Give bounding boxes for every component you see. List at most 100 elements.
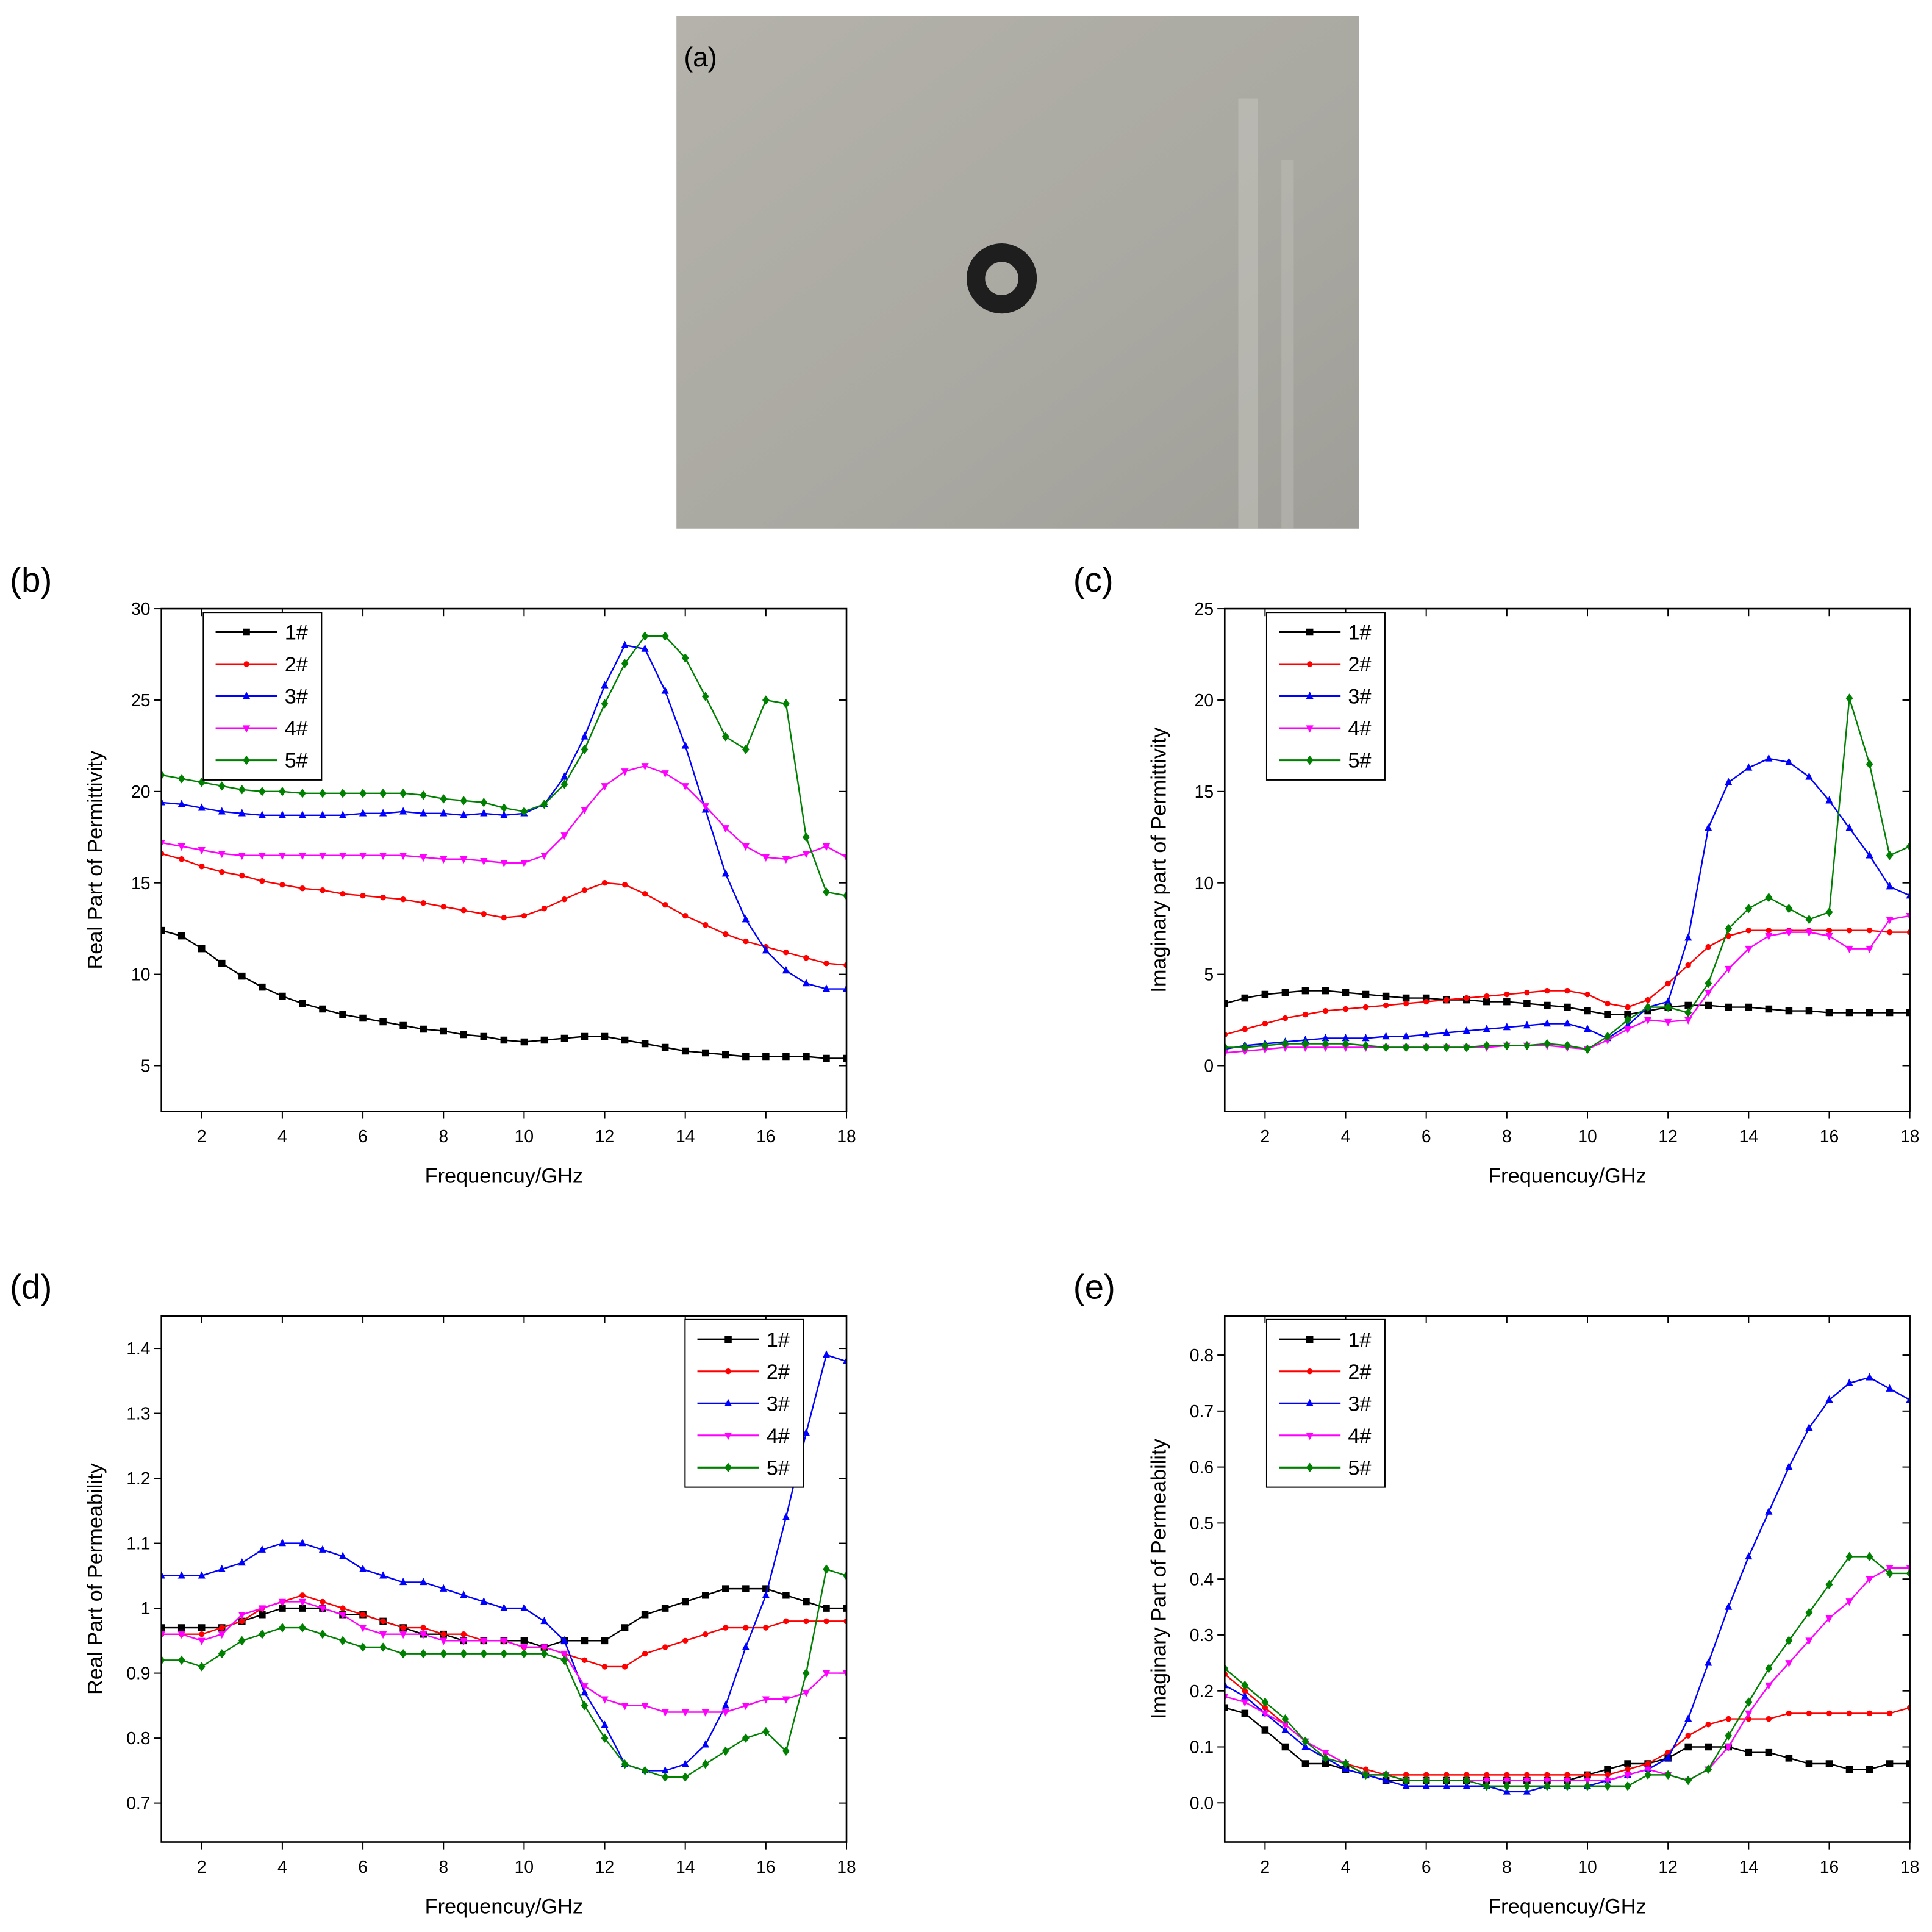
marker: [319, 1005, 326, 1013]
marker: [1705, 1001, 1712, 1009]
y-tick-label: 0.3: [1190, 1625, 1214, 1645]
x-tick-label: 18: [837, 1126, 856, 1146]
marker: [1906, 1009, 1910, 1017]
marker: [1382, 1042, 1390, 1053]
marker: [218, 959, 226, 967]
marker: [721, 732, 729, 742]
marker: [1785, 1660, 1793, 1668]
marker: [1306, 1433, 1314, 1440]
marker: [763, 1625, 769, 1631]
y-tick-label: 20: [131, 782, 150, 801]
marker: [238, 785, 246, 795]
marker: [1306, 725, 1314, 733]
marker: [1464, 995, 1470, 1001]
y-tick-label: 5: [141, 1056, 151, 1076]
marker: [1705, 1764, 1712, 1774]
marker: [198, 1571, 206, 1579]
marker: [1422, 1030, 1430, 1038]
marker: [1462, 1042, 1470, 1053]
marker: [1261, 1726, 1269, 1734]
marker: [399, 1648, 407, 1659]
marker: [1225, 1694, 1229, 1701]
marker: [1644, 1017, 1652, 1025]
marker: [299, 885, 306, 892]
marker: [338, 853, 347, 860]
marker: [440, 903, 446, 910]
marker: [1225, 1704, 1229, 1712]
marker: [1906, 1395, 1910, 1403]
marker: [1462, 1781, 1470, 1789]
marker: [1402, 1775, 1410, 1786]
marker: [742, 745, 750, 754]
legend-label: 2#: [1348, 1361, 1371, 1384]
marker: [239, 1618, 245, 1625]
marker: [238, 1558, 246, 1566]
marker: [278, 1539, 286, 1547]
marker: [561, 896, 568, 903]
x-tick-label: 18: [837, 1857, 856, 1877]
marker: [1806, 1710, 1812, 1717]
marker: [338, 1551, 347, 1559]
marker: [1624, 1781, 1631, 1791]
marker: [1523, 1021, 1531, 1029]
marker: [1765, 893, 1773, 903]
marker: [1705, 978, 1712, 989]
marker: [1261, 1710, 1269, 1718]
marker: [1684, 1743, 1692, 1751]
legend: 1# 2# 3# 4# 5#: [202, 612, 323, 781]
marker: [1543, 1777, 1551, 1785]
marker: [1786, 1710, 1792, 1717]
marker: [1342, 989, 1350, 996]
marker: [440, 809, 448, 817]
photo-glare: [1281, 160, 1294, 529]
marker: [1845, 1766, 1853, 1773]
marker: [1301, 987, 1309, 995]
marker: [1745, 1710, 1753, 1718]
marker: [359, 853, 367, 860]
marker: [460, 856, 468, 864]
marker: [1825, 1615, 1833, 1623]
plot-area: [161, 1350, 847, 1782]
marker: [621, 882, 628, 888]
marker: [581, 1683, 589, 1691]
marker: [560, 1650, 568, 1659]
marker: [298, 1598, 307, 1606]
marker: [681, 1709, 689, 1717]
marker: [520, 1603, 528, 1611]
marker: [1684, 1017, 1692, 1025]
marker: [258, 853, 266, 860]
marker: [1866, 759, 1873, 769]
y-tick-label: 1.2: [126, 1469, 150, 1488]
sample-ring: [967, 243, 1037, 314]
marker: [1306, 1462, 1314, 1472]
y-tick-label: 1.3: [126, 1404, 150, 1423]
y-axis-label: Real Part of Permeability: [84, 1462, 107, 1695]
marker: [621, 1664, 628, 1670]
marker: [1342, 1764, 1350, 1772]
marker: [198, 945, 206, 953]
marker: [1745, 904, 1753, 914]
x-tick-label: 10: [1578, 1857, 1597, 1877]
marker: [1765, 1682, 1773, 1690]
marker: [1302, 1011, 1309, 1018]
marker: [601, 1720, 609, 1728]
legend-label: 5#: [1348, 750, 1371, 773]
marker: [380, 894, 386, 901]
x-tick-label: 4: [1341, 1857, 1351, 1877]
marker: [1564, 1781, 1571, 1791]
marker: [1766, 927, 1772, 934]
marker: [681, 1759, 689, 1767]
marker: [379, 1571, 387, 1579]
marker: [219, 869, 225, 875]
marker: [1745, 1552, 1753, 1560]
series-line: [1225, 1707, 1910, 1781]
marker: [1301, 1039, 1309, 1049]
marker: [480, 809, 488, 817]
marker: [1584, 1781, 1591, 1791]
marker: [1564, 1003, 1571, 1011]
marker: [581, 1637, 589, 1645]
marker: [1241, 1042, 1249, 1053]
marker: [823, 1564, 830, 1574]
marker: [1644, 1002, 1652, 1012]
marker: [420, 790, 428, 800]
